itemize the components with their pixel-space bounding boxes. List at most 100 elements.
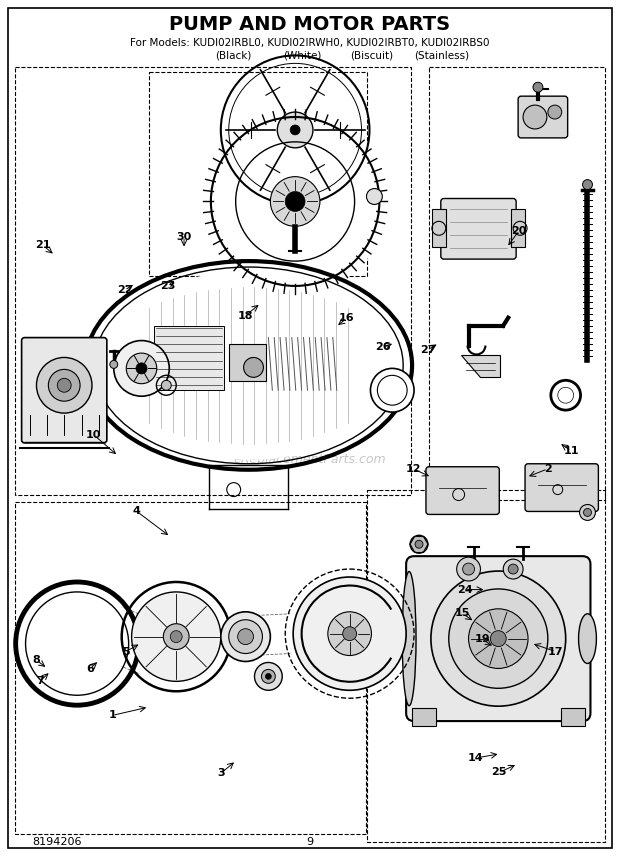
Circle shape (583, 508, 591, 516)
Circle shape (229, 620, 262, 653)
Bar (432, 210, 446, 247)
FancyBboxPatch shape (426, 467, 499, 514)
Text: 16: 16 (339, 313, 355, 324)
Circle shape (244, 358, 264, 377)
Text: 21: 21 (35, 241, 50, 250)
Bar (560, 708, 585, 726)
Circle shape (37, 358, 92, 413)
Circle shape (490, 631, 506, 646)
Bar (368, 490, 605, 842)
Circle shape (126, 353, 157, 383)
Circle shape (170, 631, 182, 643)
Circle shape (431, 571, 565, 706)
Circle shape (371, 368, 414, 412)
Text: 17: 17 (548, 646, 564, 657)
Circle shape (449, 589, 548, 688)
Circle shape (548, 105, 562, 119)
Circle shape (533, 82, 543, 92)
Circle shape (328, 612, 371, 656)
FancyBboxPatch shape (406, 556, 590, 721)
FancyBboxPatch shape (22, 337, 107, 443)
Text: 27: 27 (420, 345, 436, 354)
Text: 8: 8 (33, 655, 40, 665)
Text: 5: 5 (122, 646, 130, 657)
Circle shape (161, 380, 171, 390)
Text: (Biscuit): (Biscuit) (350, 51, 393, 61)
Circle shape (580, 504, 595, 520)
Text: 3: 3 (217, 769, 224, 778)
Text: 9: 9 (306, 837, 314, 847)
Bar (15, 68, 411, 495)
Text: 8194206: 8194206 (32, 837, 82, 847)
Text: 26: 26 (374, 342, 391, 352)
Circle shape (469, 609, 528, 669)
Text: 18: 18 (237, 311, 253, 321)
Circle shape (583, 180, 593, 189)
Circle shape (131, 592, 221, 681)
Text: 20: 20 (512, 226, 526, 235)
Circle shape (457, 557, 480, 581)
Text: 10: 10 (86, 430, 102, 440)
FancyBboxPatch shape (441, 199, 516, 259)
Circle shape (410, 535, 428, 553)
Circle shape (415, 540, 423, 548)
Circle shape (163, 624, 189, 650)
Circle shape (48, 370, 80, 401)
Bar (149, 72, 368, 276)
Text: (White): (White) (283, 51, 322, 61)
Text: 22: 22 (117, 285, 132, 295)
Circle shape (290, 125, 300, 135)
Text: 24: 24 (457, 585, 472, 595)
Circle shape (114, 341, 169, 396)
Circle shape (503, 559, 523, 579)
Circle shape (203, 109, 388, 294)
Circle shape (293, 577, 406, 690)
Polygon shape (461, 355, 500, 377)
Circle shape (508, 564, 518, 574)
Circle shape (277, 112, 313, 148)
Circle shape (285, 192, 305, 211)
Text: 14: 14 (468, 753, 484, 763)
Ellipse shape (578, 614, 596, 663)
Text: 6: 6 (86, 663, 94, 674)
Text: (Black): (Black) (215, 51, 251, 61)
Text: eReplacementParts.com: eReplacementParts.com (234, 454, 386, 467)
Bar (154, 325, 224, 390)
Text: 4: 4 (133, 507, 141, 516)
FancyBboxPatch shape (525, 464, 598, 511)
Circle shape (265, 674, 272, 680)
Text: PUMP AND MOTOR PARTS: PUMP AND MOTOR PARTS (169, 15, 451, 34)
Bar (229, 343, 267, 381)
Ellipse shape (402, 572, 416, 705)
Circle shape (237, 628, 254, 645)
FancyBboxPatch shape (518, 96, 568, 138)
Circle shape (343, 627, 356, 640)
Bar (429, 68, 605, 500)
Circle shape (523, 105, 547, 129)
Text: For Models: KUDI02IRBL0, KUDI02IRWH0, KUDI02IRBT0, KUDI02IRBS0: For Models: KUDI02IRBL0, KUDI02IRWH0, KU… (130, 38, 490, 48)
Text: 11: 11 (564, 446, 579, 456)
Text: 1: 1 (108, 710, 116, 721)
Circle shape (110, 360, 118, 368)
Ellipse shape (100, 271, 397, 460)
Circle shape (558, 387, 574, 403)
Circle shape (463, 563, 474, 575)
Text: (Stainless): (Stainless) (415, 51, 470, 61)
Text: 7: 7 (36, 676, 43, 687)
Text: 30: 30 (177, 232, 192, 241)
Text: 23: 23 (160, 281, 175, 291)
Circle shape (254, 663, 282, 690)
Bar (412, 708, 436, 726)
Circle shape (262, 669, 275, 683)
Circle shape (57, 378, 71, 392)
Circle shape (221, 612, 270, 662)
Text: 2: 2 (544, 464, 552, 474)
Text: 25: 25 (492, 768, 507, 777)
Circle shape (366, 188, 383, 205)
Bar (511, 210, 525, 247)
Text: 19: 19 (474, 634, 490, 644)
Text: 12: 12 (405, 464, 421, 474)
Circle shape (270, 176, 320, 226)
Circle shape (136, 363, 147, 374)
Bar (15, 502, 366, 835)
